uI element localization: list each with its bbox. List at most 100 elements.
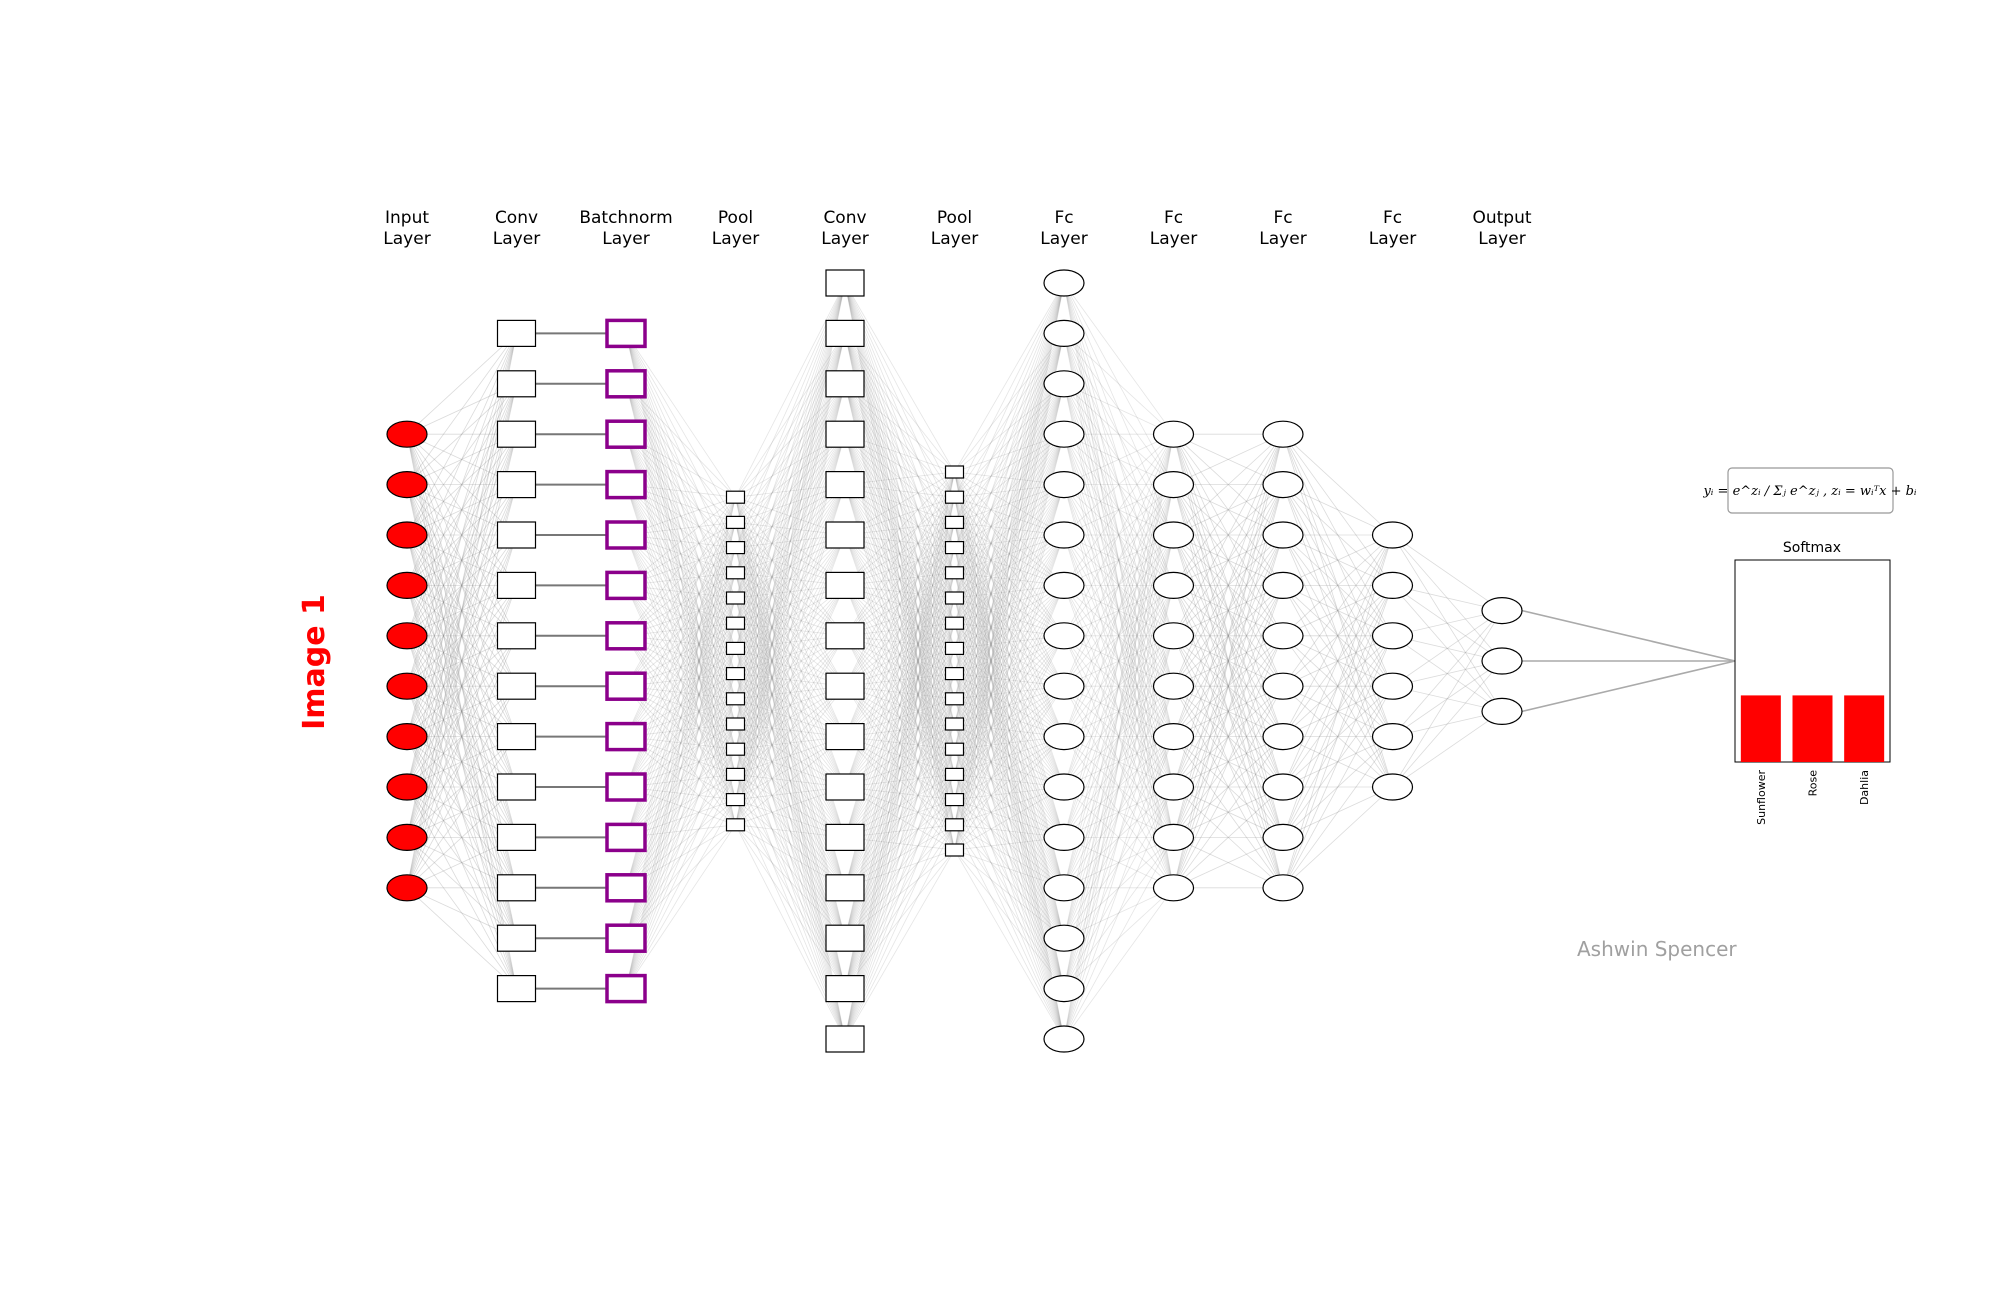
layer-connection xyxy=(954,648,1065,888)
layer-connection xyxy=(844,824,955,939)
layer-connection xyxy=(954,484,1065,574)
layer-connection xyxy=(1282,585,1393,788)
neuron xyxy=(1043,672,1085,700)
layer-connection xyxy=(1173,635,1284,788)
layer-connection xyxy=(844,471,955,586)
layer-connection xyxy=(1063,383,1174,536)
layer-connection xyxy=(735,635,846,775)
layer-connection xyxy=(844,849,955,939)
layer-connection xyxy=(1173,484,1284,586)
layer-connection xyxy=(844,635,955,826)
layer-connection xyxy=(1173,433,1284,536)
layer-connection xyxy=(1173,484,1284,637)
layer-connection xyxy=(844,547,955,939)
layer-connection xyxy=(844,333,955,498)
layer-connection xyxy=(1063,837,1174,889)
layer-connection xyxy=(1063,685,1174,737)
layer-connection xyxy=(1282,685,1393,737)
layer-connection xyxy=(1063,333,1174,888)
layer-connection xyxy=(1063,434,1174,838)
layer-connection xyxy=(1173,736,1284,838)
layer-connection xyxy=(625,383,736,548)
softmax-class-labels: Sunflower Rose Dahlia xyxy=(1755,770,1871,825)
layer-connection xyxy=(844,484,955,649)
layer-connection xyxy=(844,433,955,624)
layer-connection xyxy=(1063,585,1174,939)
pool-unit xyxy=(725,616,746,630)
layer-connection xyxy=(735,685,846,800)
layer-connection xyxy=(625,534,736,700)
layer-connection xyxy=(1173,736,1284,889)
layer-connection xyxy=(625,698,736,889)
layer-connection xyxy=(844,484,955,574)
layer-connection xyxy=(954,824,1065,989)
layer-connection xyxy=(1282,736,1393,889)
layer-connection xyxy=(844,383,955,775)
layer-connection xyxy=(625,723,736,889)
layer-title: Fc Layer xyxy=(1369,208,1416,249)
layer-connection xyxy=(1173,534,1284,788)
layer-connection xyxy=(735,497,846,939)
layer-connection xyxy=(954,749,1065,989)
layer-connection xyxy=(1173,534,1284,637)
conv-unit xyxy=(825,622,865,650)
layer-connection xyxy=(1173,434,1284,636)
layer-connection xyxy=(844,547,955,737)
layer-connection xyxy=(735,522,846,737)
layer-connection xyxy=(844,685,955,851)
pool-unit xyxy=(944,566,965,580)
layer-connection xyxy=(625,774,736,889)
layer-connection xyxy=(406,383,517,788)
neuron xyxy=(1043,823,1085,852)
neuron xyxy=(1152,622,1195,650)
layer-connection xyxy=(1173,685,1284,737)
layer-connection xyxy=(625,522,736,989)
layer-connection xyxy=(954,282,1065,800)
layer-connection xyxy=(1063,433,1174,586)
layer-connection xyxy=(844,282,955,674)
layer-connection xyxy=(844,497,955,939)
layer-connection xyxy=(1063,585,1174,838)
layer-connection xyxy=(954,333,1065,750)
layer-connection xyxy=(1173,484,1284,737)
layer-connection xyxy=(735,824,846,989)
layer-connection xyxy=(1063,484,1174,737)
layer-connection xyxy=(1063,282,1174,435)
layer-connection xyxy=(954,723,1065,788)
layer-connection xyxy=(735,496,846,586)
layer-connection xyxy=(1282,585,1393,788)
layer-title: Fc Layer xyxy=(1259,208,1306,249)
layer-connection xyxy=(954,471,1065,536)
layer-connection xyxy=(1282,635,1393,737)
softmax-title: Softmax xyxy=(1783,540,1841,556)
pool-unit xyxy=(944,666,965,681)
layer-connection xyxy=(735,635,846,750)
layer-connection xyxy=(844,648,955,737)
layer-connection xyxy=(1063,433,1174,485)
layer-connection xyxy=(954,282,1065,523)
layer-connection xyxy=(1063,887,1174,1040)
layer-connection xyxy=(735,484,846,699)
layer-connection xyxy=(1063,837,1174,889)
layer-connection xyxy=(1063,786,1174,1040)
layer-connection xyxy=(954,673,1065,1040)
layer-connection xyxy=(954,434,1065,800)
layer-connection xyxy=(844,572,955,737)
conv-unit xyxy=(825,571,865,600)
layer-connection xyxy=(844,484,955,674)
layer-connection xyxy=(735,723,846,838)
layer-connection xyxy=(735,635,846,725)
layer-connection xyxy=(954,433,1065,548)
conv-unit xyxy=(825,269,865,297)
neuron xyxy=(1262,823,1304,852)
layer-connection xyxy=(1282,786,1393,889)
layer-connection xyxy=(1282,685,1393,788)
layer-connection xyxy=(1282,534,1393,788)
layer-connection xyxy=(735,547,846,1040)
layer-connection xyxy=(625,522,736,687)
layer-connection xyxy=(1392,635,1503,712)
layer-connection xyxy=(1063,333,1174,435)
layer-connection xyxy=(625,673,736,788)
layer-connection xyxy=(735,282,846,498)
